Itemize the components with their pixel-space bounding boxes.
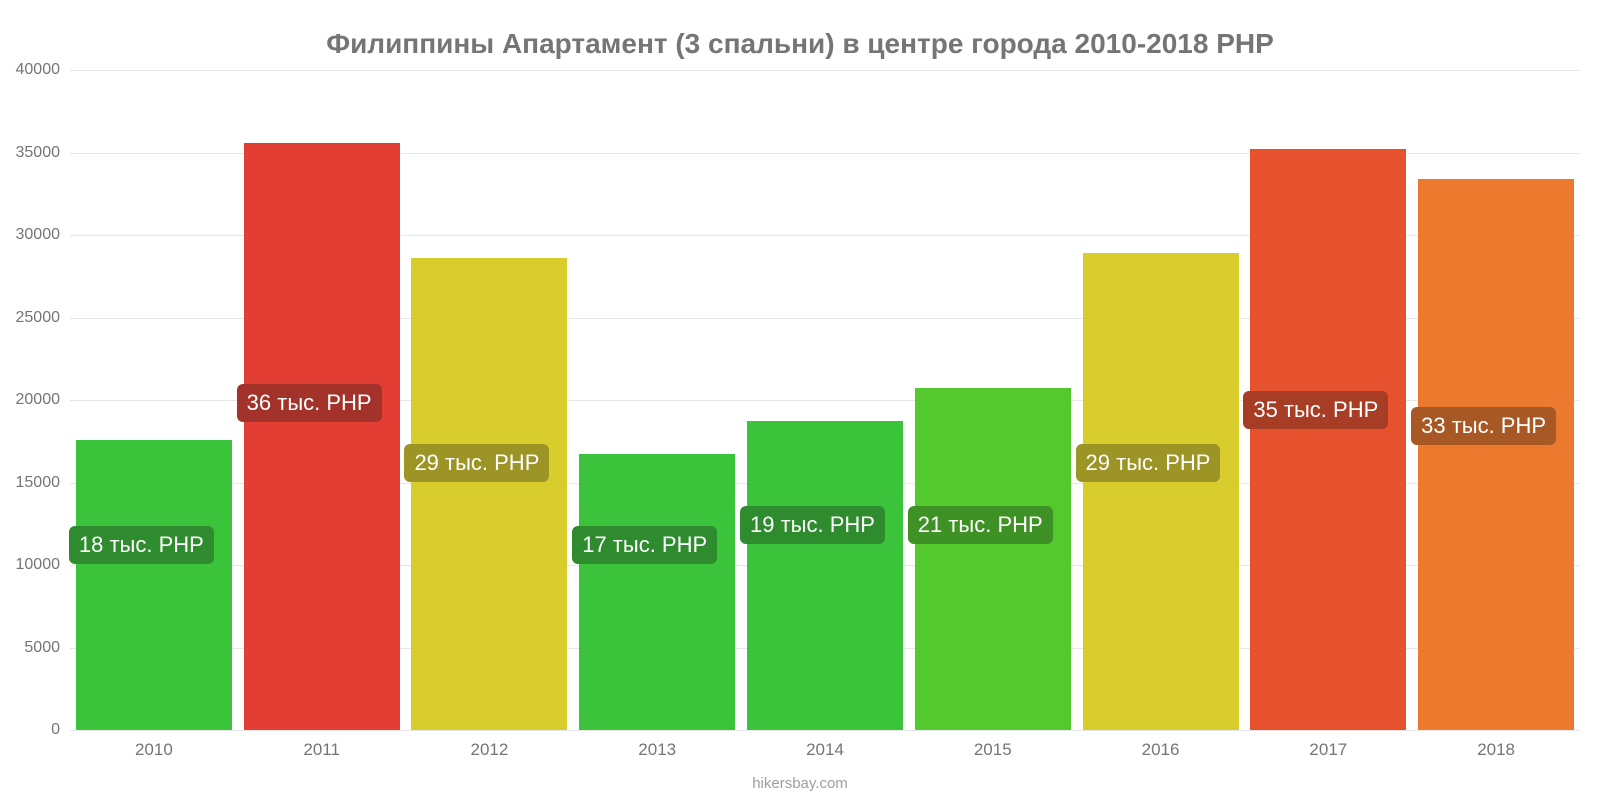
bar — [1083, 253, 1239, 730]
bar-value-label: 35 тыс. PHP — [1243, 391, 1388, 429]
bar — [76, 440, 232, 730]
y-tick-label: 25000 — [5, 309, 60, 327]
bar — [411, 258, 567, 730]
bar-value-label: 21 тыс. PHP — [908, 506, 1053, 544]
bar — [915, 388, 1071, 730]
y-tick-label: 0 — [5, 721, 60, 739]
y-tick-label: 20000 — [5, 391, 60, 409]
x-tick-label: 2014 — [806, 740, 844, 760]
bar — [747, 421, 903, 730]
y-tick-label: 40000 — [5, 61, 60, 79]
bar — [244, 143, 400, 730]
bar — [1250, 149, 1406, 730]
bar — [579, 454, 735, 730]
x-tick-label: 2013 — [638, 740, 676, 760]
y-tick-label: 30000 — [5, 226, 60, 244]
y-tick-label: 15000 — [5, 474, 60, 492]
bar-value-label: 29 тыс. PHP — [1076, 444, 1221, 482]
x-tick-label: 2010 — [135, 740, 173, 760]
gridline — [70, 730, 1580, 731]
x-tick-label: 2018 — [1477, 740, 1515, 760]
x-tick-label: 2017 — [1309, 740, 1347, 760]
x-tick-label: 2011 — [303, 740, 340, 760]
y-tick-label: 5000 — [5, 639, 60, 657]
x-tick-label: 2012 — [471, 740, 509, 760]
bar-value-label: 17 тыс. PHP — [572, 526, 717, 564]
bar-value-label: 19 тыс. PHP — [740, 506, 885, 544]
bar-value-label: 36 тыс. PHP — [237, 384, 382, 422]
x-tick-label: 2015 — [974, 740, 1012, 760]
bar — [1418, 179, 1574, 730]
attribution-text: hikersbay.com — [0, 775, 1600, 792]
bar-value-label: 29 тыс. PHP — [404, 444, 549, 482]
y-tick-label: 35000 — [5, 144, 60, 162]
x-tick-label: 2016 — [1142, 740, 1180, 760]
gridline — [70, 70, 1580, 71]
bar-value-label: 18 тыс. PHP — [69, 526, 214, 564]
chart-container: Филиппины Апартамент (3 спальни) в центр… — [0, 0, 1600, 800]
y-tick-label: 10000 — [5, 556, 60, 574]
bar-value-label: 33 тыс. PHP — [1411, 407, 1556, 445]
chart-title: Филиппины Апартамент (3 спальни) в центр… — [0, 28, 1600, 60]
